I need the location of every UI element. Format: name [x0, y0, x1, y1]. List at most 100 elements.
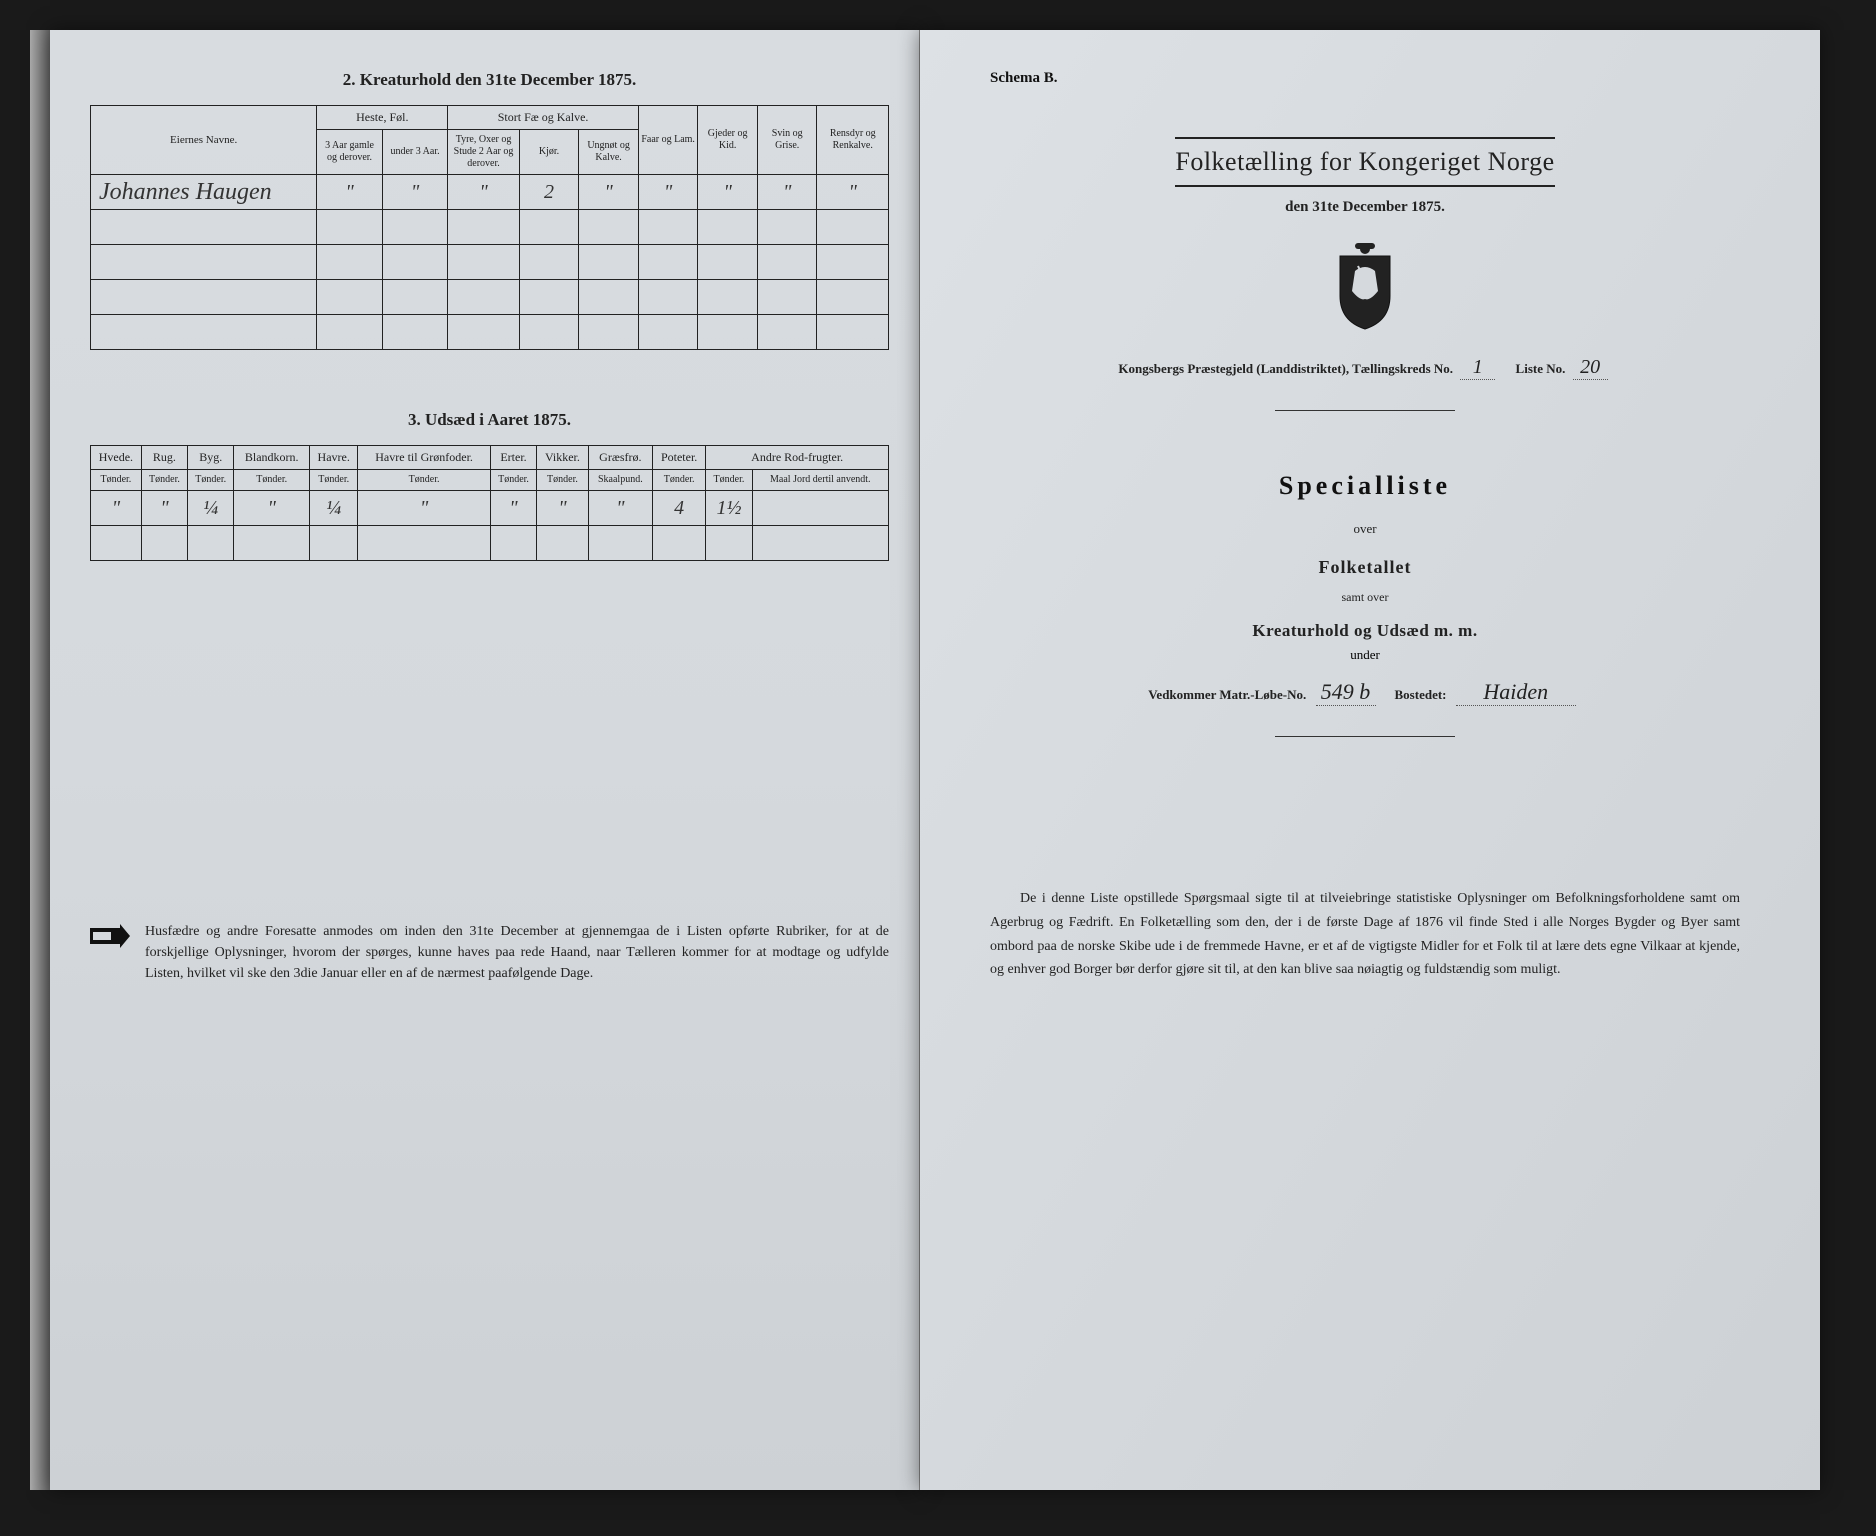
specialliste-title: Specialliste [990, 471, 1740, 501]
district-prefix: Kongsbergs Præstegjeld (Landdistriktet),… [1118, 361, 1453, 376]
calves-header: Ungnøt og Kalve. [579, 130, 639, 175]
table-row [91, 526, 889, 561]
data-cell: " [141, 491, 187, 526]
havre-header: Havre. [310, 446, 358, 470]
table-header-row: Hvede. Rug. Byg. Blandkorn. Havre. Havre… [91, 446, 889, 470]
main-title: Folketælling for Kongeriget Norge [1175, 137, 1554, 187]
liste-label: Liste No. [1516, 361, 1566, 376]
data-cell: ‎" [317, 175, 383, 210]
data-cell: 2 [519, 175, 579, 210]
unit-cell: Maal Jord dertil anvendt. [752, 470, 888, 491]
right-page: Schema B. Folketælling for Kongeriget No… [920, 30, 1820, 1490]
bottom-paragraph: De i denne Liste opstillede Spørgsmaal s… [990, 887, 1740, 982]
section3-title: 3. Udsæd i Aaret 1875. [90, 410, 889, 430]
havre-gronfoder-header: Havre til Grønfoder. [358, 446, 491, 470]
divider [1275, 736, 1455, 737]
sheep-header: Faar og Lam. [638, 106, 698, 175]
goats-header: Gjeder og Kid. [698, 106, 758, 175]
data-cell: " [638, 175, 698, 210]
byg-header: Byg. [188, 446, 234, 470]
owner-header: Eiernes Navne. [91, 106, 317, 175]
reindeer-header: Rensdyr og Renkalve. [817, 106, 889, 175]
table-row: " " ¼ " ¼ " " " " 4 1½ [91, 491, 889, 526]
matr-label: Vedkommer Matr.-Løbe-No. [1148, 687, 1306, 702]
notice-text: Husfædre og andre Foresatte anmodes om i… [145, 921, 889, 984]
data-cell: " [698, 175, 758, 210]
title-block: Folketælling for Kongeriget Norge den 31… [990, 137, 1740, 737]
table-row [91, 280, 889, 315]
horses-under3-header: under 3 Aar. [382, 130, 448, 175]
data-cell: " [448, 175, 519, 210]
data-cell: " [234, 491, 310, 526]
unit-cell: Tønder. [706, 470, 752, 491]
horses-header: Heste, Føl. [317, 106, 448, 130]
data-cell: " [490, 491, 536, 526]
date-line: den 31te December 1875. [990, 199, 1740, 216]
pointing-hand-icon [90, 924, 130, 948]
table-units-row: Tønder. Tønder. Tønder. Tønder. Tønder. … [91, 470, 889, 491]
vikker-header: Vikker. [537, 446, 589, 470]
unit-cell: Tønder. [234, 470, 310, 491]
hvede-header: Hvede. [91, 446, 142, 470]
poteter-header: Poteter. [652, 446, 705, 470]
unit-cell: Tønder. [490, 470, 536, 491]
data-cell: " [579, 175, 639, 210]
coat-of-arms-icon [1330, 241, 1400, 331]
notice-block: Husfædre og andre Foresatte anmodes om i… [90, 921, 889, 984]
unit-cell: Tønder. [141, 470, 187, 491]
bosted-label: Bostedet: [1395, 687, 1447, 702]
table-row [91, 245, 889, 280]
schema-label: Schema B. [990, 70, 1740, 87]
udsaed-table: Hvede. Rug. Byg. Blandkorn. Havre. Havre… [90, 445, 889, 561]
data-cell [752, 491, 888, 526]
unit-cell: Tønder. [310, 470, 358, 491]
cattle-header: Stort Fæ og Kalve. [448, 106, 639, 130]
cows-header: Kjør. [519, 130, 579, 175]
erter-header: Erter. [490, 446, 536, 470]
kreaturhold-label: Kreaturhold og Udsæd m. m. [990, 621, 1740, 641]
kreaturhold-table: Eiernes Navne. Heste, Føl. Stort Fæ og K… [90, 105, 889, 350]
matr-no: 549 b [1316, 679, 1376, 706]
data-cell: " [817, 175, 889, 210]
liste-no: 20 [1573, 356, 1608, 380]
folketallet-label: Folketallet [990, 557, 1740, 578]
data-cell: " [91, 491, 142, 526]
bulls-header: Tyre, Oxer og Stude 2 Aar og derover. [448, 130, 519, 175]
unit-cell: Tønder. [358, 470, 491, 491]
under-label: under [990, 647, 1740, 663]
samt-over-label: samt over [990, 590, 1740, 605]
data-cell: 4 [652, 491, 705, 526]
book-spine [30, 30, 50, 1490]
bosted-value: Haiden [1456, 679, 1576, 706]
divider [1275, 410, 1455, 411]
data-cell: " [382, 175, 448, 210]
data-cell: ¼ [188, 491, 234, 526]
unit-cell: Tønder. [652, 470, 705, 491]
table-row [91, 210, 889, 245]
unit-cell: Tønder. [537, 470, 589, 491]
data-cell: " [537, 491, 589, 526]
blandkorn-header: Blandkorn. [234, 446, 310, 470]
book-spread: 2. Kreaturhold den 31te December 1875. E… [0, 0, 1876, 1536]
unit-cell: Skaalpund. [588, 470, 652, 491]
table-header-row: Eiernes Navne. Heste, Føl. Stort Fæ og K… [91, 106, 889, 130]
horses-3plus-header: 3 Aar gamle og derover. [317, 130, 383, 175]
andre-header: Andre Rod-frugter. [706, 446, 889, 470]
data-cell: ¼ [310, 491, 358, 526]
district-line: Kongsbergs Præstegjeld (Landdistriktet),… [990, 356, 1740, 380]
rug-header: Rug. [141, 446, 187, 470]
gresfro-header: Græsfrø. [588, 446, 652, 470]
matr-line: Vedkommer Matr.-Løbe-No. 549 b Bostedet:… [990, 679, 1740, 706]
data-cell: " [358, 491, 491, 526]
section2-title: 2. Kreaturhold den 31te December 1875. [90, 70, 889, 90]
data-cell: " [757, 175, 817, 210]
data-cell: " [588, 491, 652, 526]
pigs-header: Svin og Grise. [757, 106, 817, 175]
table-row [91, 315, 889, 350]
kreds-no: 1 [1460, 356, 1495, 380]
table-row: Johannes Haugen ‎" " " 2 " " " " " [91, 175, 889, 210]
over-label: over [990, 521, 1740, 537]
data-cell: 1½ [706, 491, 752, 526]
unit-cell: Tønder. [188, 470, 234, 491]
unit-cell: Tønder. [91, 470, 142, 491]
